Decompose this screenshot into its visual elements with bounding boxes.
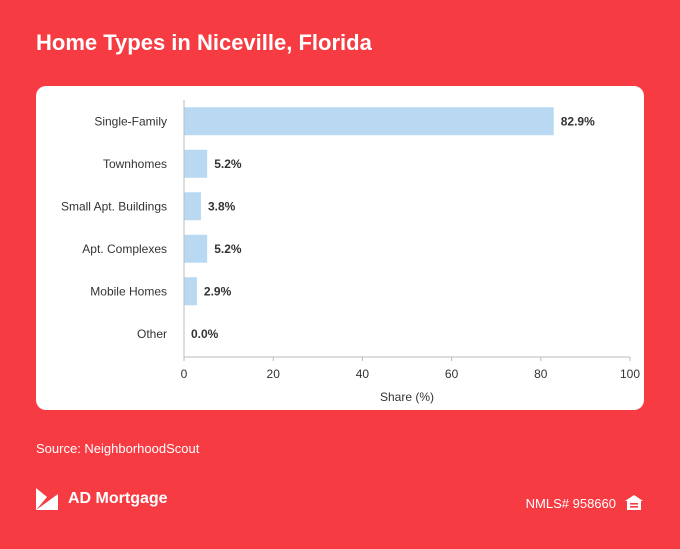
- chart-card: Single-Family 82.9% Townhomes 5.2% Small Apt…: [36, 86, 644, 410]
- equal-housing-icon: [625, 495, 643, 510]
- bar-chart: Single-Family 82.9% Townhomes 5.2% Small Apt…: [61, 100, 640, 404]
- category-label: Single-Family: [94, 114, 167, 128]
- bar: [184, 149, 208, 178]
- brand-name: AD Mortgage: [68, 490, 168, 507]
- x-tick-label: 100: [620, 367, 640, 381]
- x-tick-label: 20: [267, 367, 281, 381]
- data-label: 82.9%: [561, 114, 595, 128]
- page-title: Home Types in Niceville, Florida: [36, 30, 372, 55]
- category-label: Townhomes: [103, 157, 167, 171]
- category-label: Other: [137, 327, 167, 341]
- data-label: 2.9%: [204, 284, 232, 298]
- category-label: Apt. Complexes: [82, 242, 167, 256]
- category-label: Small Apt. Buildings: [61, 199, 167, 213]
- source-note: Source: NeighborhoodScout: [36, 441, 200, 456]
- x-tick-label: 60: [445, 367, 459, 381]
- data-label: 0.0%: [191, 327, 219, 341]
- bar: [184, 192, 201, 221]
- x-tick-label: 40: [356, 367, 370, 381]
- bar: [184, 277, 197, 306]
- ad-mortgage-logo-icon: [36, 488, 58, 510]
- data-label: 5.2%: [214, 157, 242, 171]
- bar: [184, 234, 208, 263]
- bar: [184, 107, 554, 136]
- nmls-block: NMLS# 958660: [526, 494, 644, 512]
- data-label: 5.2%: [214, 242, 242, 256]
- x-axis-title: Share (%): [380, 390, 434, 404]
- x-tick-label: 0: [181, 367, 188, 381]
- x-tick-label: 80: [534, 367, 548, 381]
- nmls-number: NMLS# 958660: [525, 495, 616, 511]
- brand-logo: AD Mortgage: [36, 488, 168, 510]
- category-label: Mobile Homes: [90, 284, 167, 298]
- data-label: 3.8%: [208, 199, 236, 213]
